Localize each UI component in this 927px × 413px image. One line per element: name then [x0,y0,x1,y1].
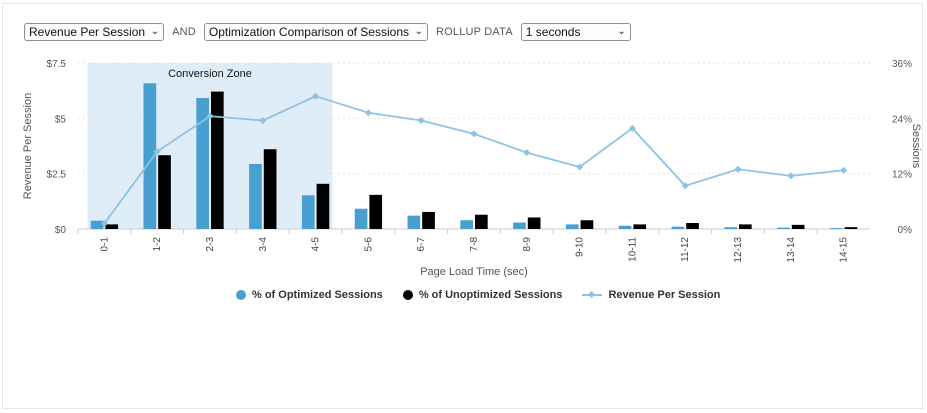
y-left-tick-label: $0 [55,225,67,236]
conversion-zone-label: Conversion Zone [168,68,252,80]
y-right-axis-title: Sessions [910,124,922,169]
bar-unoptimized [844,227,858,229]
revenue-point [734,165,742,173]
rollup-select[interactable]: 1 seconds ⌄ [520,23,631,41]
x-tick-label: 2-3 [205,237,216,252]
bar-unoptimized [475,214,488,229]
legend-optimized-label: % of Optimized Sessions [252,289,383,301]
x-axis-title: Page Load Time (sec) [420,266,528,278]
revenue-point [523,149,531,157]
chevron-down-icon: ⌄ [414,26,423,37]
bar-unoptimized [633,224,647,229]
bar-optimized [565,224,579,229]
revenue-point [153,147,161,156]
revenue-point [206,112,214,120]
revenue-point [259,117,267,125]
y-left-tick-label: $2.5 [47,170,67,181]
bar-unoptimized [686,223,699,229]
comparison-select[interactable]: Optimization Comparison of Sessions ⌄ [203,23,428,41]
legend-revenue[interactable]: Revenue Per Session [582,289,720,301]
bar-unoptimized [580,220,594,229]
y-left-tick-label: $7.5 [47,59,67,70]
x-tick-label: 0-1 [99,237,110,252]
rollup-select-value: 1 seconds [525,25,581,39]
chevron-down-icon: ⌄ [150,26,160,37]
and-label: AND [172,26,196,38]
bar-optimized [829,228,843,229]
x-tick-label: 1-2 [152,237,163,252]
bar-optimized [777,227,790,229]
metric-select-value: Revenue Per Session [29,25,146,39]
bar-unoptimized [791,224,805,229]
x-tick-label: 10-11 [627,237,638,262]
x-tick-label: 11-12 [680,237,691,262]
bar-optimized [618,225,632,229]
bar-optimized [460,220,473,229]
x-tick-label: 12-13 [733,237,744,263]
revenue-point [100,219,108,228]
bar-optimized [143,83,157,230]
bar-unoptimized [369,194,383,229]
revenue-point [576,163,584,171]
bar-unoptimized [422,211,435,229]
x-tick-label: 8-9 [522,237,533,252]
bar-unoptimized [105,224,119,229]
x-tick-label: 4-5 [311,237,322,252]
bar-optimized [724,227,737,229]
bar-optimized [407,215,421,229]
legend-optimized[interactable]: % of Optimized Sessions [236,289,383,301]
x-tick-label: 6-7 [416,237,427,252]
revenue-point [840,166,848,174]
comparison-select-value: Optimization Comparison of Sessions [208,25,409,39]
legend-revenue-label: Revenue Per Session [608,289,721,301]
x-tick-label: 9-10 [575,237,586,257]
revenue-point [628,124,636,132]
x-tick-label: 13-14 [786,237,797,263]
bar-unoptimized [316,183,330,229]
legend-unoptimized-label: % of Unoptimized Sessions [418,289,563,301]
sessions-revenue-chart: Conversion Zone $0 $2.5 $5 $7.5 0% 12% 24% 36% 0-… [22,59,922,278]
x-tick-label: 7-8 [469,237,480,252]
revenue-point [681,182,689,190]
chevron-down-icon: ⌄ [617,26,626,37]
bar-optimized [301,195,315,229]
bar-unoptimized [211,91,224,229]
metric-select[interactable]: Revenue Per Session ⌄ [24,23,165,41]
bar-unoptimized [527,217,541,229]
y-left-tick-label: $5 [55,114,67,125]
revenue-point [364,109,372,117]
chart-controls: Revenue Per Session ⌄ AND Optimization C… [24,23,631,41]
legend-revenue-swatch [582,290,603,300]
revenue-point [312,92,320,100]
x-tick-label: 3-4 [258,237,269,252]
rollup-label: ROLLUP DATA [436,26,513,38]
chart-legend: % of Optimized Sessions % of Unoptimized… [236,287,740,303]
bar-unoptimized [158,155,171,229]
bar-optimized [354,208,368,229]
y-right-tick-label: 0% [898,225,913,236]
y-right-tick-label: 12% [892,170,912,181]
revenue-point [470,130,478,138]
bar-unoptimized [263,149,277,229]
legend-unoptimized[interactable]: % of Unoptimized Sessions [402,289,563,301]
y-right-tick-label: 24% [892,114,912,125]
x-tick-label: 14-15 [839,237,850,263]
revenue-point [787,172,795,180]
y-right-tick-label: 36% [892,59,912,70]
revenue-point [417,117,425,125]
x-tick-label: 5-6 [363,237,374,252]
bar-optimized [249,163,262,229]
bar-optimized [671,226,685,229]
conversion-zone-band [87,63,333,229]
legend-unoptimized-swatch [402,290,413,300]
bar-optimized [196,98,209,230]
bar-unoptimized [739,224,752,229]
bar-optimized [513,222,526,229]
legend-optimized-swatch [236,290,246,300]
bar-optimized [90,220,104,229]
y-left-axis-title: Revenue Per Session [22,93,34,199]
